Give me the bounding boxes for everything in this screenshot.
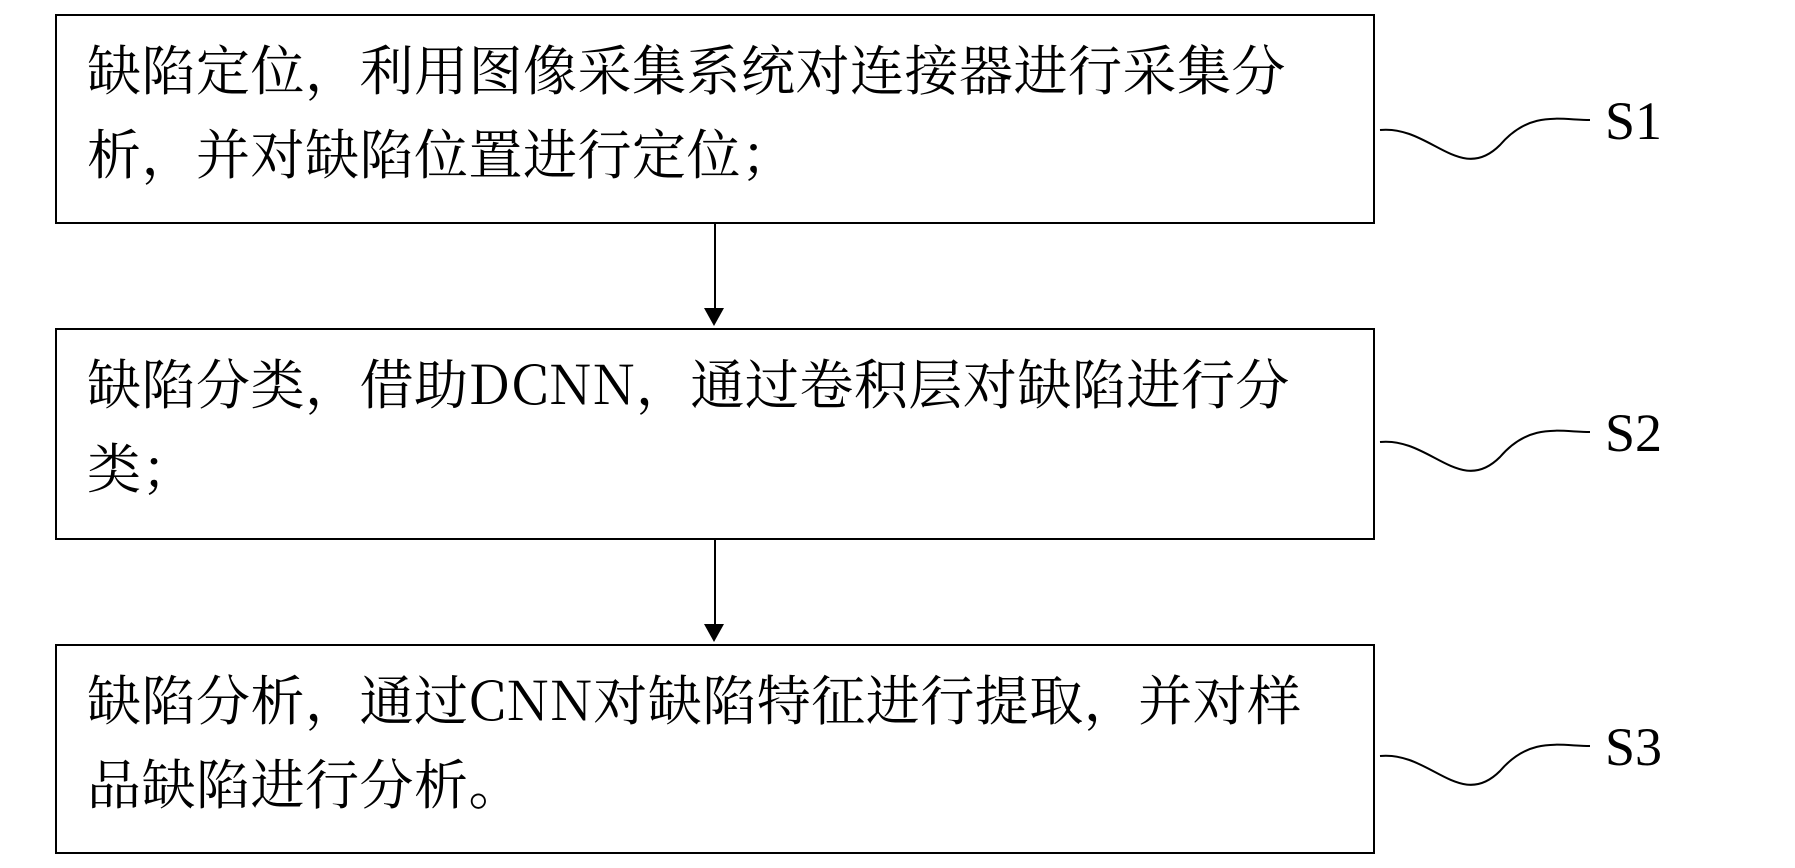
flowchart-box-s2: 缺陷分类，借助DCNN，通过卷积层对缺陷进行分类； [55,328,1375,540]
squiggle-s3-path [1380,745,1590,785]
arrow-s1-s2-head [704,308,724,326]
arrow-s2-s3-line [714,540,716,626]
squiggle-s2-path [1380,431,1590,471]
arrow-s2-s3-head [704,624,724,642]
arrow-s1-s2-line [714,224,716,310]
step-label-s2: S2 [1605,402,1662,464]
flowchart-canvas: 缺陷定位，利用图像采集系统对连接器进行采集分析，并对缺陷位置进行定位； 缺陷分类… [0,0,1795,868]
flowchart-box-s1: 缺陷定位，利用图像采集系统对连接器进行采集分析，并对缺陷位置进行定位； [55,14,1375,224]
flowchart-box-s3: 缺陷分析，通过CNN对缺陷特征进行提取，并对样品缺陷进行分析。 [55,644,1375,854]
flowchart-box-s1-text: 缺陷定位，利用图像采集系统对连接器进行采集分析，并对缺陷位置进行定位； [87,26,1353,193]
squiggle-s1-path [1380,119,1590,159]
flowchart-box-s2-text: 缺陷分类，借助DCNN，通过卷积层对缺陷进行分类； [87,340,1353,507]
step-label-s3: S3 [1605,716,1662,778]
step-label-s1: S1 [1605,90,1662,152]
flowchart-box-s3-text: 缺陷分析，通过CNN对缺陷特征进行提取，并对样品缺陷进行分析。 [87,656,1353,823]
